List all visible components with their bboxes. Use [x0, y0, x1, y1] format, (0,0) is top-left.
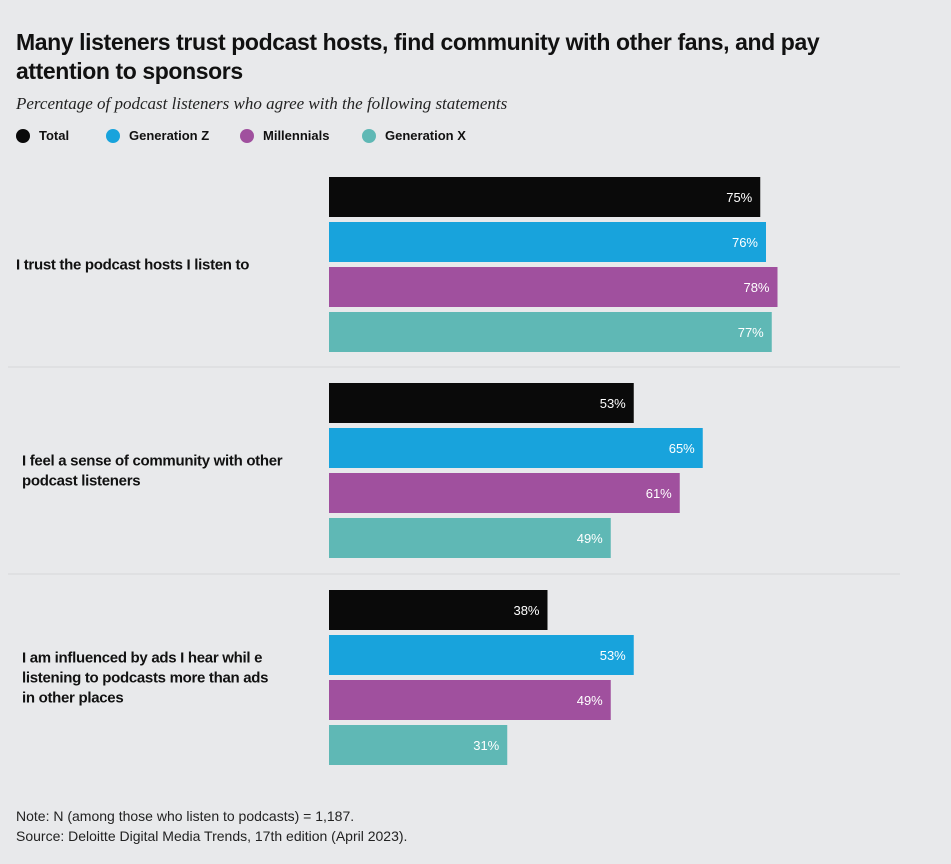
legend-item-generation-x: Generation X: [362, 128, 466, 143]
bar-value-label: 75%: [726, 190, 752, 205]
bar-value-label: 49%: [577, 693, 603, 708]
bar-value-label: 61%: [646, 486, 672, 501]
bar-generation-x: [329, 725, 508, 765]
legend-swatch-millennials: [240, 128, 254, 143]
bar-generation-z: [329, 222, 766, 262]
bar-total: [329, 383, 634, 423]
bar-millennials: [329, 473, 680, 513]
bar-value-label: 31%: [473, 738, 499, 753]
category-label-line: in other places: [22, 690, 123, 707]
category-label-line: I am influenced by ads I hear whil e: [22, 650, 262, 667]
chart-notes: Note: N (among those who listen to podca…: [16, 806, 407, 846]
category-label-line: I trust the podcast hosts I listen to: [16, 257, 249, 274]
bar-value-label: 49%: [577, 531, 603, 546]
chart-subtitle: Percentage of podcast listeners who agre…: [16, 94, 508, 113]
category-label-line: podcast listeners: [22, 473, 140, 490]
category-label-line: listening to podcasts more than ads: [22, 670, 268, 687]
note-text: Note: N (among those who listen to podca…: [16, 808, 355, 824]
bar-generation-x: [329, 518, 611, 558]
chart-title: Many listeners trust podcast hosts, find…: [16, 29, 820, 84]
bar-value-label: 53%: [600, 396, 626, 411]
legend-item-total: Total: [16, 128, 69, 143]
legend-item-millennials: Millennials: [240, 128, 329, 143]
bar-value-label: 77%: [738, 325, 764, 340]
bar-generation-z: [329, 635, 634, 675]
bar-value-label: 53%: [600, 648, 626, 663]
bar-value-label: 38%: [513, 603, 539, 618]
legend-label-generation-z: Generation Z: [129, 128, 210, 143]
bar-total: [329, 177, 761, 217]
bar-millennials: [329, 680, 611, 720]
category-label-line: I feel a sense of community with other: [22, 453, 283, 470]
bar-generation-z: [329, 428, 703, 468]
bar-value-label: 65%: [669, 441, 695, 456]
legend-item-generation-z: Generation Z: [106, 128, 209, 143]
category-label: I feel a sense of community with other po…: [22, 453, 283, 490]
bar-value-label: 76%: [732, 235, 758, 250]
bar-total: [329, 590, 548, 630]
bar-generation-x: [329, 312, 772, 352]
legend-label-total: Total: [39, 128, 70, 143]
bar-value-label: 78%: [743, 280, 769, 295]
legend-swatch-generation-z: [106, 128, 120, 143]
legend-label-millennials: Millennials: [263, 128, 330, 143]
legend-swatch-total: [16, 128, 30, 143]
bar-millennials: [329, 267, 778, 307]
legend-label-generation-x: Generation X: [385, 128, 466, 143]
bar-chart: I trust the podcast hosts I listen to 75%…: [8, 177, 900, 765]
category-label: I am influenced by ads I hear whil e list…: [22, 650, 268, 707]
source-text: Source: Deloitte Digital Media Trends, 1…: [16, 828, 408, 844]
category-label: I trust the podcast hosts I listen to: [16, 257, 249, 274]
legend-swatch-generation-x: [362, 128, 376, 143]
